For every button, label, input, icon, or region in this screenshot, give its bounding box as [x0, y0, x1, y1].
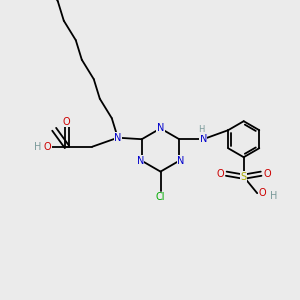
- Text: O: O: [44, 142, 51, 152]
- Text: H: H: [270, 191, 278, 201]
- Text: O: O: [259, 188, 266, 198]
- Text: N: N: [157, 123, 164, 134]
- Text: N: N: [114, 133, 122, 143]
- Text: N: N: [136, 156, 144, 166]
- Text: N: N: [177, 156, 184, 166]
- Text: S: S: [241, 172, 247, 182]
- Text: O: O: [217, 169, 224, 179]
- Text: H: H: [34, 142, 41, 152]
- Text: Cl: Cl: [156, 192, 165, 202]
- Text: O: O: [63, 117, 70, 127]
- Text: H: H: [199, 125, 205, 134]
- Text: N: N: [200, 134, 207, 144]
- Text: O: O: [263, 169, 271, 179]
